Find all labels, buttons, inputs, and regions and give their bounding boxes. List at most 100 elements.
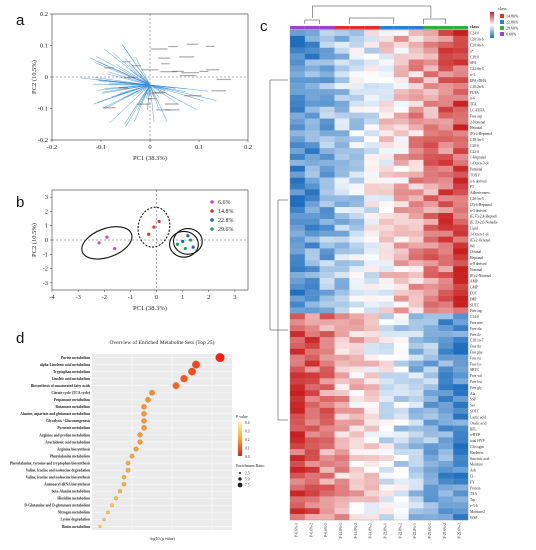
column-dendrogram <box>304 19 320 24</box>
score-point <box>152 225 156 229</box>
heatmap-cell <box>304 342 320 349</box>
heatmap-cell <box>349 419 365 426</box>
heatmap-cell <box>304 372 320 379</box>
size-legend-marker <box>237 482 243 488</box>
row-label: C22:0 <box>470 150 479 154</box>
class-legend-label: 29.60% <box>506 26 519 31</box>
heatmap-cell <box>290 295 306 302</box>
heatmap-cell <box>379 472 395 479</box>
heatmap-cell <box>393 218 409 226</box>
heatmap-cell <box>393 94 409 102</box>
heatmap-cell <box>438 71 454 78</box>
heatmap-cell <box>319 153 335 161</box>
heatmap-cell <box>290 502 306 509</box>
heatmap-cell <box>423 242 439 249</box>
heatmap-cell <box>423 431 439 438</box>
heatmap-cell <box>438 348 454 355</box>
row-label: Free ala <box>470 327 482 331</box>
heatmap-cell <box>349 514 365 521</box>
row-label: Protein <box>470 486 481 490</box>
row-label: Free val <box>470 374 482 378</box>
row-label: Hardness <box>470 451 484 455</box>
heatmap-cell <box>364 65 380 72</box>
heatmap-cell <box>453 207 469 214</box>
row-label: Ser <box>470 404 476 408</box>
row-label: TOXV <box>470 173 480 177</box>
heatmap-cell <box>408 496 424 503</box>
heatmap-cell <box>379 118 395 125</box>
heatmap-cell <box>379 508 395 515</box>
row-label: Free gly <box>470 386 482 390</box>
heatmap-cell <box>364 460 380 468</box>
heatmap-cell <box>423 508 439 515</box>
heatmap-cell <box>349 366 365 373</box>
heatmap-cell <box>364 384 380 391</box>
heatmap-cell <box>379 47 395 54</box>
enrichment-chart: Overview of Enriched Metabolite Sets (To… <box>10 339 265 541</box>
heatmap-cell <box>453 183 469 190</box>
heatmap-cell <box>349 130 365 137</box>
heatmap-cell <box>423 443 439 450</box>
heatmap-cell <box>423 130 439 137</box>
heatmap-cell <box>438 384 454 391</box>
heatmap-cell <box>334 336 350 344</box>
heatmap-cell <box>453 272 469 279</box>
heatmap-cell <box>290 348 306 355</box>
heatmap-cell <box>304 419 320 426</box>
heatmap-cell <box>453 490 469 497</box>
heatmap-cell <box>408 437 424 444</box>
heatmap-cell <box>408 390 424 397</box>
heatmap-cell <box>304 171 320 178</box>
heatmap-cell <box>319 136 335 143</box>
heatmap-cell <box>319 207 335 214</box>
heatmap-cell <box>290 89 306 96</box>
heatmap-cell <box>319 289 335 296</box>
heatmap-cell <box>290 207 306 214</box>
heatmap-cell <box>408 218 424 226</box>
heatmap-chart: C24:0 C20:3n-6 C20:4n-6a* C18:0 SFA C22:6n-3 n… <box>269 5 519 539</box>
heatmap-cell <box>319 437 335 444</box>
heatmap-cell <box>393 130 409 137</box>
heatmap-cell <box>393 466 409 473</box>
enrichment-point <box>121 482 127 487</box>
heatmap-cell <box>408 354 424 361</box>
heatmap-cell <box>438 354 454 361</box>
heatmap-cell <box>334 41 350 48</box>
heatmap-cell <box>334 94 350 102</box>
legend-label: 6.6% <box>218 200 231 206</box>
heatmap-cell <box>319 41 335 48</box>
heatmap-cell <box>379 218 395 226</box>
column-dendrogram <box>423 18 446 24</box>
heatmap-cell <box>379 171 395 178</box>
heatmap-cell <box>393 236 409 243</box>
row-label: (Z)-4-Heptenal <box>470 203 492 207</box>
heatmap-cell <box>304 319 320 326</box>
heatmap-cell <box>379 425 395 432</box>
heatmap-cell <box>438 83 454 90</box>
heatmap-cell <box>379 325 395 332</box>
heatmap-cell <box>334 455 350 462</box>
heatmap-cell <box>364 213 380 220</box>
heatmap-cell <box>349 319 365 326</box>
heatmap-cell <box>349 77 365 84</box>
heatmap-cell <box>438 266 454 273</box>
heatmap-cell <box>379 130 395 137</box>
loading-arrow <box>125 58 151 86</box>
column-label: P-29.6%-2 <box>443 523 447 539</box>
enrichment-point <box>188 367 196 376</box>
heatmap-cell <box>290 354 306 361</box>
class-bar-cell <box>453 26 468 30</box>
heatmap-cell <box>364 342 380 349</box>
heatmap-cell <box>423 30 439 37</box>
heatmap-cell <box>393 307 409 314</box>
heatmap-cell <box>349 348 365 355</box>
heatmap-cell <box>304 35 320 43</box>
heatmap-cell <box>364 419 380 426</box>
confidence-ellipse <box>169 230 199 258</box>
category-label: Arginine and proline metabolism <box>39 433 90 437</box>
heatmap-cell <box>319 514 335 521</box>
heatmap-cell <box>319 118 335 125</box>
heatmap-cell <box>334 407 350 414</box>
x-tick-label: 0.2 <box>244 144 252 151</box>
heatmap-cell <box>379 65 395 72</box>
